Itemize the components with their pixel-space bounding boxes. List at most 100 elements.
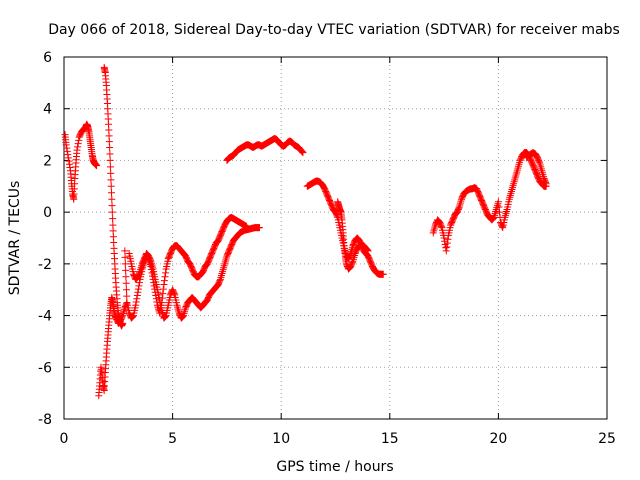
data-point (107, 169, 115, 177)
data-point (513, 166, 521, 174)
data-point (121, 253, 129, 261)
data-point (160, 277, 168, 285)
data-point (122, 300, 130, 308)
data-point (63, 144, 71, 152)
chart-title: Day 066 of 2018, Sidereal Day-to-day VTE… (48, 22, 620, 38)
x-tick-label: 5 (168, 431, 177, 447)
data-point (108, 208, 116, 216)
data-point (162, 312, 170, 320)
data-point (511, 174, 519, 182)
data-points (61, 63, 550, 400)
data-point (444, 235, 452, 243)
x-tick-label: 10 (272, 431, 290, 447)
data-point (509, 184, 517, 192)
data-point (506, 191, 514, 199)
series-arc4 (121, 213, 250, 322)
data-point (537, 163, 545, 171)
data-point (542, 180, 550, 188)
data-point (121, 260, 129, 268)
data-point (65, 160, 73, 168)
data-point (129, 312, 137, 320)
data-point (220, 264, 228, 272)
data-point (93, 162, 101, 170)
data-point (508, 186, 516, 194)
y-tick-label: -6 (38, 360, 52, 376)
data-point (63, 147, 71, 155)
series-arc2 (95, 293, 131, 400)
data-point (494, 198, 502, 206)
data-point (66, 164, 74, 172)
y-tick-label: -8 (38, 412, 52, 428)
data-point (507, 189, 515, 197)
data-point (122, 266, 130, 274)
series-arc9 (429, 149, 550, 255)
data-point (364, 247, 372, 255)
data-point (107, 176, 115, 184)
data-point (442, 244, 450, 252)
data-point (507, 187, 515, 195)
data-point (122, 279, 130, 287)
data-point (119, 319, 127, 327)
series-arc7 (303, 177, 387, 278)
data-point (298, 148, 306, 156)
x-tick-label: 0 (60, 431, 69, 447)
x-tick-label: 20 (489, 431, 507, 447)
data-point (160, 281, 168, 289)
y-tick-label: 6 (43, 50, 52, 66)
data-point (62, 141, 70, 149)
data-point (495, 208, 503, 216)
data-point (538, 169, 546, 177)
grid (64, 57, 607, 419)
data-point (173, 303, 181, 311)
data-point (174, 305, 182, 313)
data-point (498, 222, 506, 230)
data-point (64, 151, 72, 159)
data-point (501, 211, 509, 219)
data-point (74, 143, 82, 151)
data-point (494, 200, 502, 208)
data-point (379, 270, 387, 278)
data-point (502, 209, 510, 217)
axis-ticks (63, 56, 608, 420)
series-arc8 (334, 198, 372, 273)
data-point (134, 285, 142, 293)
data-point (132, 301, 140, 309)
x-tick-label: 15 (381, 431, 399, 447)
data-point (535, 158, 543, 166)
data-point (109, 215, 117, 223)
data-point (220, 262, 228, 270)
data-point (221, 258, 229, 266)
data-point (430, 225, 438, 233)
data-point (512, 172, 520, 180)
data-point (489, 215, 497, 223)
data-point (348, 259, 356, 267)
data-point (135, 279, 143, 287)
x-axis-label: GPS time / hours (276, 459, 393, 475)
data-point (503, 207, 511, 215)
data-point (159, 285, 167, 293)
data-point (456, 199, 464, 207)
data-point (495, 203, 503, 211)
data-point (255, 224, 263, 232)
data-point (106, 156, 114, 164)
data-point (146, 256, 154, 264)
data-point (123, 292, 131, 300)
data-point (161, 273, 169, 281)
data-point (106, 163, 114, 171)
data-point (106, 144, 114, 151)
data-point (506, 193, 514, 201)
data-point (159, 290, 167, 298)
data-point (107, 182, 115, 190)
data-point (108, 189, 116, 197)
data-point (122, 286, 130, 294)
plot-frame (63, 56, 608, 420)
data-point (74, 140, 82, 148)
y-tick-label: 2 (43, 153, 52, 169)
data-point (65, 157, 73, 165)
data-point (298, 147, 306, 155)
data-point (299, 149, 307, 157)
data-point (514, 162, 522, 170)
data-point (106, 150, 114, 158)
data-point (219, 268, 227, 276)
data-point (510, 180, 518, 188)
